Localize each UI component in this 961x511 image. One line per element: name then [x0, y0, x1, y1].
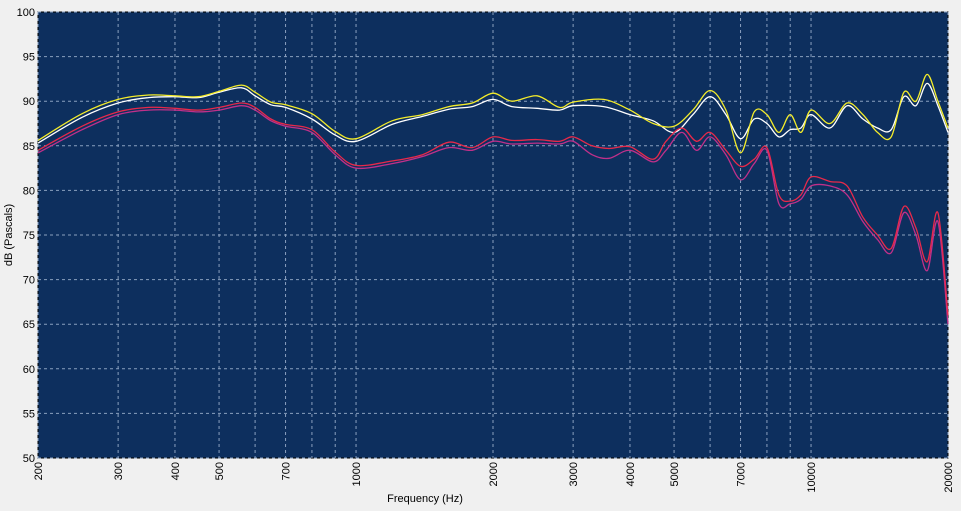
x-tick-label: 7000	[736, 462, 748, 486]
x-tick-label: 4000	[625, 462, 637, 486]
series-line-4	[37, 102, 949, 316]
x-axis-title: Frequency (Hz)	[387, 493, 463, 505]
grid-lines	[37, 11, 949, 459]
y-tick-label: 95	[23, 52, 35, 64]
x-tick-labels: 200 300 400 500 700 1000 2000 3000 4000 5000 7000 1…	[33, 462, 955, 493]
y-tick-label: 85	[23, 141, 35, 153]
x-tick-label: 400	[170, 462, 182, 480]
y-tick-label: 90	[23, 96, 35, 108]
x-tick-label: 700	[281, 462, 293, 480]
x-tick-label: 500	[214, 462, 226, 480]
series-line-3	[37, 105, 949, 325]
x-tick-label: 300	[113, 462, 125, 480]
series-line-1	[37, 82, 949, 144]
x-tick-label: 10000	[806, 462, 818, 493]
x-tick-label: 20000	[943, 462, 955, 493]
x-tick-label: 200	[33, 462, 45, 480]
y-axis-title: dB (Pascals)	[3, 204, 15, 266]
y-tick-labels: 50 55 60 65 70 75 80 85 90 95 100	[17, 7, 35, 465]
y-tick-label: 80	[23, 185, 35, 197]
y-tick-label: 60	[23, 364, 35, 376]
y-tick-label: 70	[23, 275, 35, 287]
x-tick-label: 2000	[488, 462, 500, 486]
y-tick-label: 100	[17, 7, 35, 19]
x-tick-label: 5000	[669, 462, 681, 486]
y-tick-label: 75	[23, 230, 35, 242]
series-line-2	[37, 73, 949, 154]
x-tick-label: 1000	[351, 462, 363, 486]
x-tick-label: 3000	[568, 462, 580, 486]
y-tick-label: 55	[23, 408, 35, 420]
y-tick-label: 65	[23, 319, 35, 331]
y-tick-label: 50	[23, 453, 35, 465]
series-layer	[37, 73, 949, 325]
